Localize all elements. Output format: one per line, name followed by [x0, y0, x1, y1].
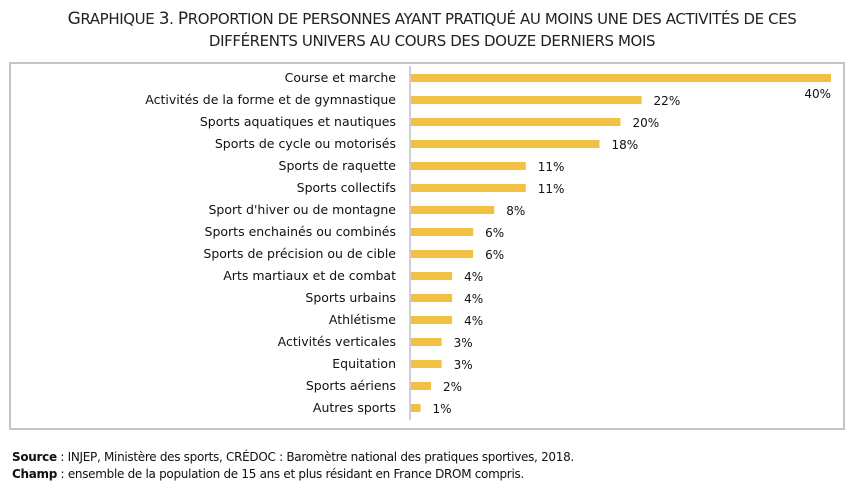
value-label: 6%: [485, 226, 504, 240]
category-label: Activités verticales: [278, 334, 396, 349]
category-label: Arts martiaux et de combat: [223, 268, 396, 283]
category-label: Course et marche: [285, 70, 397, 85]
value-label: 3%: [454, 358, 473, 372]
value-label: 4%: [464, 292, 483, 306]
value-label: 4%: [464, 270, 483, 284]
category-label: Athlétisme: [329, 312, 396, 327]
value-label: 22%: [654, 94, 681, 108]
category-label: Sport d'hiver ou de montagne: [209, 202, 397, 217]
bar: [411, 382, 432, 390]
bar: [411, 184, 526, 192]
bar: [411, 316, 453, 324]
value-label: 20%: [633, 116, 660, 130]
category-label: Sports aériens: [306, 378, 396, 393]
category-label: Sports aquatiques et nautiques: [200, 114, 396, 129]
chart-frame: [9, 62, 845, 430]
value-label: 8%: [506, 204, 525, 218]
bar: [411, 96, 642, 104]
value-label: 11%: [538, 160, 565, 174]
value-label: 11%: [538, 182, 565, 196]
category-label: Sports de précision ou de cible: [203, 246, 396, 261]
bar: [411, 74, 831, 82]
value-label: 6%: [485, 248, 504, 262]
footer-notes: Source : INJEP, Ministère des sports, CR…: [12, 449, 574, 483]
value-label: 2%: [443, 380, 462, 394]
category-label: Sports collectifs: [297, 180, 396, 195]
value-label: 3%: [454, 336, 473, 350]
bar: [411, 250, 474, 258]
champ-note: Champ : ensemble de la population de 15 …: [12, 466, 574, 483]
category-label: Sports de raquette: [279, 158, 397, 173]
champ-text: : ensemble de la population de 15 ans et…: [57, 467, 525, 481]
bar: [411, 294, 453, 302]
chart-title: GRAPHIQUE 3. PROPORTION DE PERSONNES AYA…: [0, 8, 864, 52]
bar: [411, 404, 421, 412]
value-label: 4%: [464, 314, 483, 328]
category-label: Autres sports: [313, 400, 396, 415]
champ-label: Champ: [12, 467, 58, 481]
chart-title-line2: DIFFÉRENTS UNIVERS AU COURS DES DOUZE DE…: [208, 32, 656, 50]
source-text: : INJEP, Ministère des sports, CRÉDOC : …: [56, 450, 574, 464]
source-label: Source: [12, 450, 57, 464]
category-label: Activités de la forme et de gymnastique: [145, 92, 396, 107]
bar: [411, 118, 621, 126]
bar: [411, 206, 495, 214]
category-label: Sports urbains: [305, 290, 396, 305]
value-label: 1%: [433, 402, 452, 416]
category-label: Sports de cycle ou motorisés: [215, 136, 396, 151]
bar: [411, 338, 442, 346]
category-label: Sports enchainés ou combinés: [205, 224, 396, 239]
value-label: 40%: [804, 87, 831, 101]
bar: [411, 360, 442, 368]
bar: [411, 272, 453, 280]
bar: [411, 140, 600, 148]
source-note: Source : INJEP, Ministère des sports, CR…: [12, 449, 574, 466]
bar: [411, 228, 474, 236]
bar: [411, 162, 526, 170]
chart-title-line1: GRAPHIQUE 3. PROPORTION DE PERSONNES AYA…: [67, 9, 797, 29]
value-label: 18%: [611, 138, 638, 152]
category-label: Equitation: [332, 356, 396, 371]
